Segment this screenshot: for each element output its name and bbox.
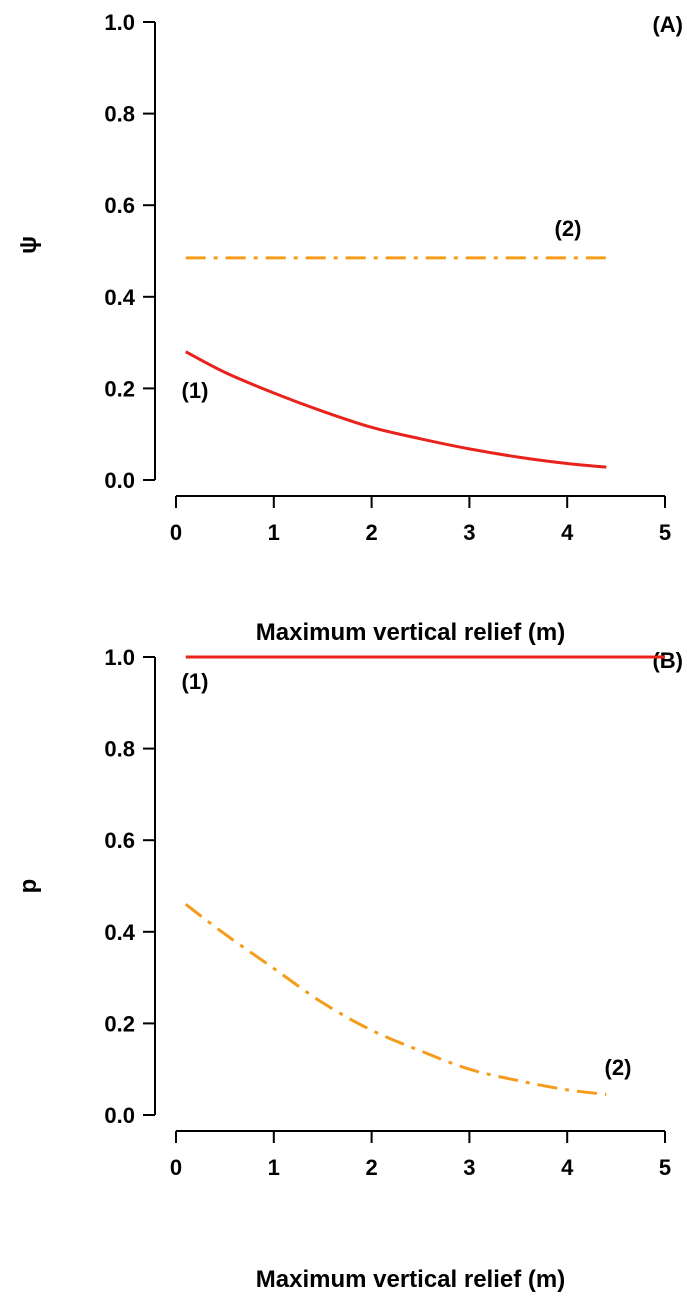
y-tick-label: 0.0 [104,1103,135,1128]
y-tick-label: 0.6 [104,193,135,218]
x-tick-label: 2 [365,520,377,545]
series-label-1: (1) [182,669,209,694]
series-label-2: (2) [605,1055,632,1080]
x-axis-title: Maximum vertical relief (m) [256,619,565,646]
series-label-1: (1) [182,378,209,403]
y-tick-label: 1.0 [104,10,135,35]
panel-label: (B) [652,648,683,673]
y-tick-label: 0.8 [104,102,135,127]
series-label-2: (2) [555,216,582,241]
panel-label: (A) [652,12,683,37]
y-tick-label: 0.4 [104,920,135,945]
y-tick-label: 0.0 [104,468,135,493]
x-tick-label: 5 [659,1155,671,1180]
y-tick-label: 0.2 [104,376,135,401]
x-tick-label: 3 [463,520,475,545]
y-axis-title: p [15,879,42,894]
y-tick-label: 0.8 [104,737,135,762]
x-tick-label: 3 [463,1155,475,1180]
y-tick-label: 1.0 [104,645,135,670]
x-tick-label: 1 [268,520,280,545]
series-line-2 [184,903,607,1096]
x-tick-label: 1 [268,1155,280,1180]
x-tick-label: 2 [365,1155,377,1180]
x-axis-title: Maximum vertical relief (m) [256,1266,565,1293]
panel-a: 0.0 0.2 0.4 0.6 0.8 1.0 0 1 2 3 4 5 Maximum vertical… [15,10,683,646]
series-line-1 [185,350,607,469]
x-tick-label: 4 [561,1155,574,1180]
x-tick-label: 0 [170,1155,182,1180]
y-axis-title: ψ [15,236,42,254]
x-tick-label: 5 [659,520,671,545]
x-tick-label: 4 [561,520,574,545]
y-tick-label: 0.6 [104,828,135,853]
y-tick-label: 0.2 [104,1011,135,1036]
x-tick-label: 0 [170,520,182,545]
y-tick-label: 0.4 [104,285,135,310]
panel-b: 0.0 0.2 0.4 0.6 0.8 1.0 0 1 2 3 4 5 Maximum vertical… [15,645,683,1293]
